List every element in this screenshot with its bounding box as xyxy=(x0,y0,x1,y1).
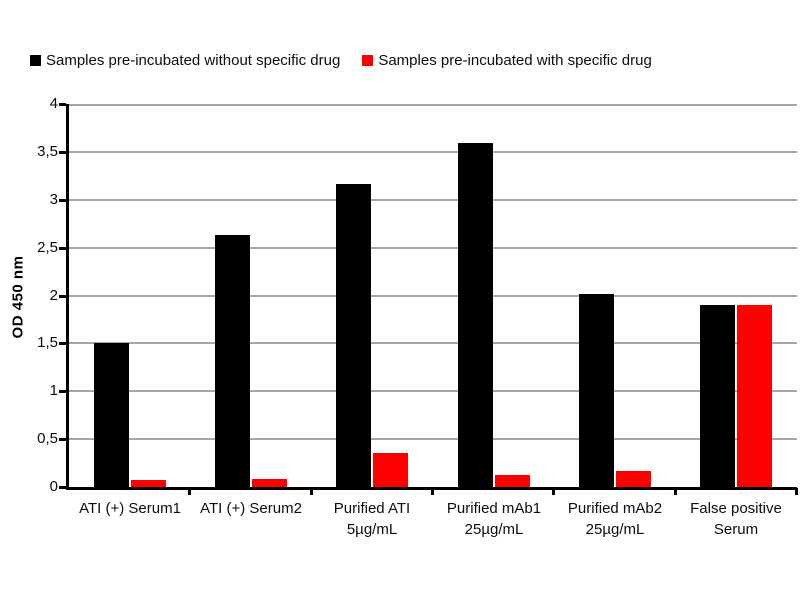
x-label-ati-serum1: ATI (+) Serum1 xyxy=(68,498,192,519)
bar-group-purified-mab2-25ug-ml xyxy=(554,104,675,487)
x-tick-mark-6 xyxy=(795,488,798,495)
y-tick-mark-2-5 xyxy=(59,247,66,250)
y-tick-mark-3-5 xyxy=(59,151,66,154)
chart-legend: Samples pre-incubated without specific d… xyxy=(30,52,652,69)
y-tick-mark-4 xyxy=(59,103,66,106)
y-tick-label-3-5: 3,5 xyxy=(37,143,58,160)
y-tick-label-0-5: 0,5 xyxy=(37,430,58,447)
y-tick-label-1: 1 xyxy=(49,382,58,399)
x-label-line: Purified mAb2 xyxy=(567,500,663,517)
y-tick-mark-0 xyxy=(59,486,66,489)
bar-group-purified-mab1-25ug-ml xyxy=(433,104,554,487)
x-label-line: Purified ATI xyxy=(333,500,411,517)
bar-with-drug-false-positive-serum xyxy=(737,305,773,487)
bar-without-drug-purified-ati-5ug-ml xyxy=(336,184,372,487)
legend-item-without-drug: Samples pre-incubated without specific d… xyxy=(30,52,340,69)
x-label-line: Serum xyxy=(713,521,759,538)
bar-without-drug-purified-mab1-25ug-ml xyxy=(457,143,493,487)
gridline-0-5 xyxy=(69,438,797,440)
y-tick-label-0: 0 xyxy=(49,478,58,495)
x-label-false-positive-serum: False positive Serum xyxy=(674,498,798,540)
legend-item-with-drug: Samples pre-incubated with specific drug xyxy=(362,52,652,69)
gridline-3 xyxy=(69,199,797,201)
bar-group-false-positive-serum xyxy=(676,104,797,487)
x-label-line: ATI (+) Serum1 xyxy=(79,500,181,517)
x-label-line: 5µg/mL xyxy=(346,521,398,538)
y-tick-label-2: 2 xyxy=(49,287,58,304)
gridline-1-5 xyxy=(69,342,797,344)
x-tick-mark-2 xyxy=(310,488,313,495)
x-tick-mark-4 xyxy=(552,488,555,495)
bar-with-drug-purified-ati-5ug-ml xyxy=(373,453,409,487)
bar-without-drug-purified-mab2-25ug-ml xyxy=(578,294,614,487)
y-tick-label-1-5: 1,5 xyxy=(37,334,58,351)
bar-group-ati-serum1 xyxy=(69,104,190,487)
x-label-line: Purified mAb1 xyxy=(446,500,542,517)
y-tick-mark-0-5 xyxy=(59,438,66,441)
plot-area xyxy=(66,104,797,490)
bar-without-drug-ati-serum2 xyxy=(214,235,250,487)
bar-with-drug-ati-serum2 xyxy=(251,479,287,487)
gridline-4 xyxy=(69,104,797,106)
y-tick-mark-3 xyxy=(59,199,66,202)
x-label-line: 25µg/mL xyxy=(585,521,645,538)
x-label-purified-mab2-25ug-ml: Purified mAb2 25µg/mL xyxy=(553,498,677,540)
bar-group-ati-serum2 xyxy=(190,104,311,487)
x-label-line: 25µg/mL xyxy=(464,521,524,538)
legend-swatch-red-icon xyxy=(362,55,374,66)
y-tick-mark-1 xyxy=(59,390,66,393)
gridline-3-5 xyxy=(69,151,797,153)
y-tick-mark-1-5 xyxy=(59,342,66,345)
y-tick-label-3: 3 xyxy=(49,191,58,208)
gridline-2-5 xyxy=(69,247,797,249)
y-tick-label-4: 4 xyxy=(49,95,58,112)
y-tick-label-2-5: 2,5 xyxy=(37,239,58,256)
x-label-line: False positive xyxy=(690,500,782,517)
x-label-line: ATI (+) Serum2 xyxy=(200,500,302,517)
x-tick-mark-1 xyxy=(188,488,191,495)
bar-with-drug-ati-serum1 xyxy=(130,480,166,487)
legend-label-without-drug: Samples pre-incubated without specific d… xyxy=(46,52,341,69)
bar-with-drug-purified-mab2-25ug-ml xyxy=(615,471,651,487)
bar-without-drug-false-positive-serum xyxy=(700,305,736,487)
bar-with-drug-purified-mab1-25ug-ml xyxy=(494,475,530,487)
gridline-2 xyxy=(69,295,797,297)
legend-swatch-black-icon xyxy=(30,55,41,66)
x-tick-mark-3 xyxy=(431,488,434,495)
x-label-purified-mab1-25ug-ml: Purified mAb1 25µg/mL xyxy=(432,498,556,540)
bar-group-purified-ati-5ug-ml xyxy=(312,104,433,487)
x-label-purified-ati-5ug-ml: Purified ATI 5µg/mL xyxy=(310,498,434,540)
legend-label-with-drug: Samples pre-incubated with specific drug xyxy=(378,52,652,69)
x-tick-mark-5 xyxy=(674,488,677,495)
gridline-1 xyxy=(69,390,797,392)
bar-without-drug-ati-serum1 xyxy=(93,343,129,487)
x-label-ati-serum2: ATI (+) Serum2 xyxy=(189,498,313,519)
y-tick-mark-2 xyxy=(59,295,66,298)
